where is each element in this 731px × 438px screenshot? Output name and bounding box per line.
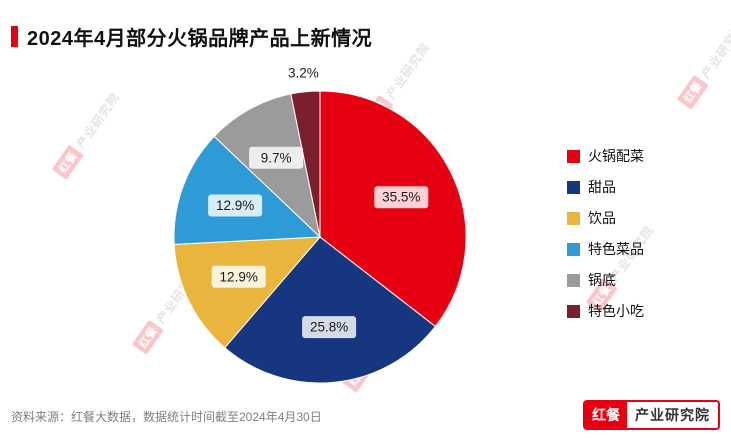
pie-label-box [208, 194, 263, 217]
pie-slice-3 [173, 135, 322, 245]
legend-item-5: 特色小吃 [567, 302, 644, 320]
pie-label-box [249, 146, 304, 169]
pie-data-label: 25.8% [302, 316, 357, 339]
pie-data-label: 35.5% [374, 186, 429, 209]
brand-logo-text: 产业研究院 [635, 407, 710, 423]
pie-chart: 35.5% 25.8% 12.9% 12.9% 9.7% 3.2% [173, 65, 467, 384]
title-accent-bar [11, 26, 18, 47]
pie-label-value: 35.5% [382, 190, 420, 205]
legend-item-3: 特色菜品 [567, 240, 644, 258]
pie-data-label: 12.9% [211, 265, 266, 288]
legend-label: 锅底 [588, 272, 616, 288]
pie-slice-5 [290, 90, 321, 238]
pie-label-box [211, 265, 266, 288]
legend-item-0: 火锅配菜 [567, 147, 644, 165]
chart-header: 2024年4月部分火锅品牌产品上新情况 [11, 22, 372, 51]
data-source-note: 资料来源：红餐大数据，数据统计时间截至2024年4月30日 [11, 410, 322, 424]
pie-label-value: 12.9% [216, 198, 254, 213]
pie-label-value: 12.9% [220, 269, 258, 284]
legend-item-2: 饮品 [567, 209, 644, 227]
pie-slice-1 [224, 236, 437, 384]
pie-label-value: 9.7% [261, 150, 292, 165]
brand-logo: 红餐 产业研究院 [583, 400, 720, 430]
legend-item-4: 锅底 [567, 271, 644, 289]
legend-swatch [567, 149, 580, 163]
watermark-text: 产业研究院 [698, 19, 731, 82]
pie-data-label: 3.2% [288, 65, 319, 80]
legend-label: 特色小吃 [588, 303, 644, 319]
pie-label-box [374, 186, 429, 209]
legend-label: 甜品 [588, 179, 616, 195]
legend-swatch [567, 273, 580, 287]
legend-label: 火锅配菜 [588, 148, 644, 164]
legend-label: 饮品 [588, 210, 616, 226]
watermark-badge: 红餐 [676, 74, 709, 110]
watermark: 红餐产业研究院 [676, 18, 731, 110]
legend-swatch [567, 211, 580, 225]
legend-item-1: 甜品 [567, 178, 644, 196]
legend-swatch [567, 304, 580, 318]
legend-label: 特色菜品 [588, 241, 644, 257]
pie-label-box [302, 316, 357, 339]
page-title: 2024年4月部分火锅品牌产品上新情况 [27, 28, 373, 50]
pie-data-label: 12.9% [208, 194, 263, 217]
pie-chart-area: 35.5% 25.8% 12.9% 12.9% 9.7% 3.2% [0, 55, 540, 425]
chart-legend: 火锅配菜甜品饮品特色菜品锅底特色小吃 [567, 147, 644, 320]
pie-slice-2 [173, 236, 322, 349]
pie-data-label: 9.7% [249, 146, 304, 169]
pie-slice-0 [319, 90, 467, 328]
pie-label-value: 3.2% [288, 65, 319, 80]
legend-swatch [567, 180, 580, 194]
brand-logo-badge: 红餐 [585, 402, 627, 428]
legend-swatch [567, 242, 580, 256]
pie-label-value: 25.8% [310, 320, 348, 335]
